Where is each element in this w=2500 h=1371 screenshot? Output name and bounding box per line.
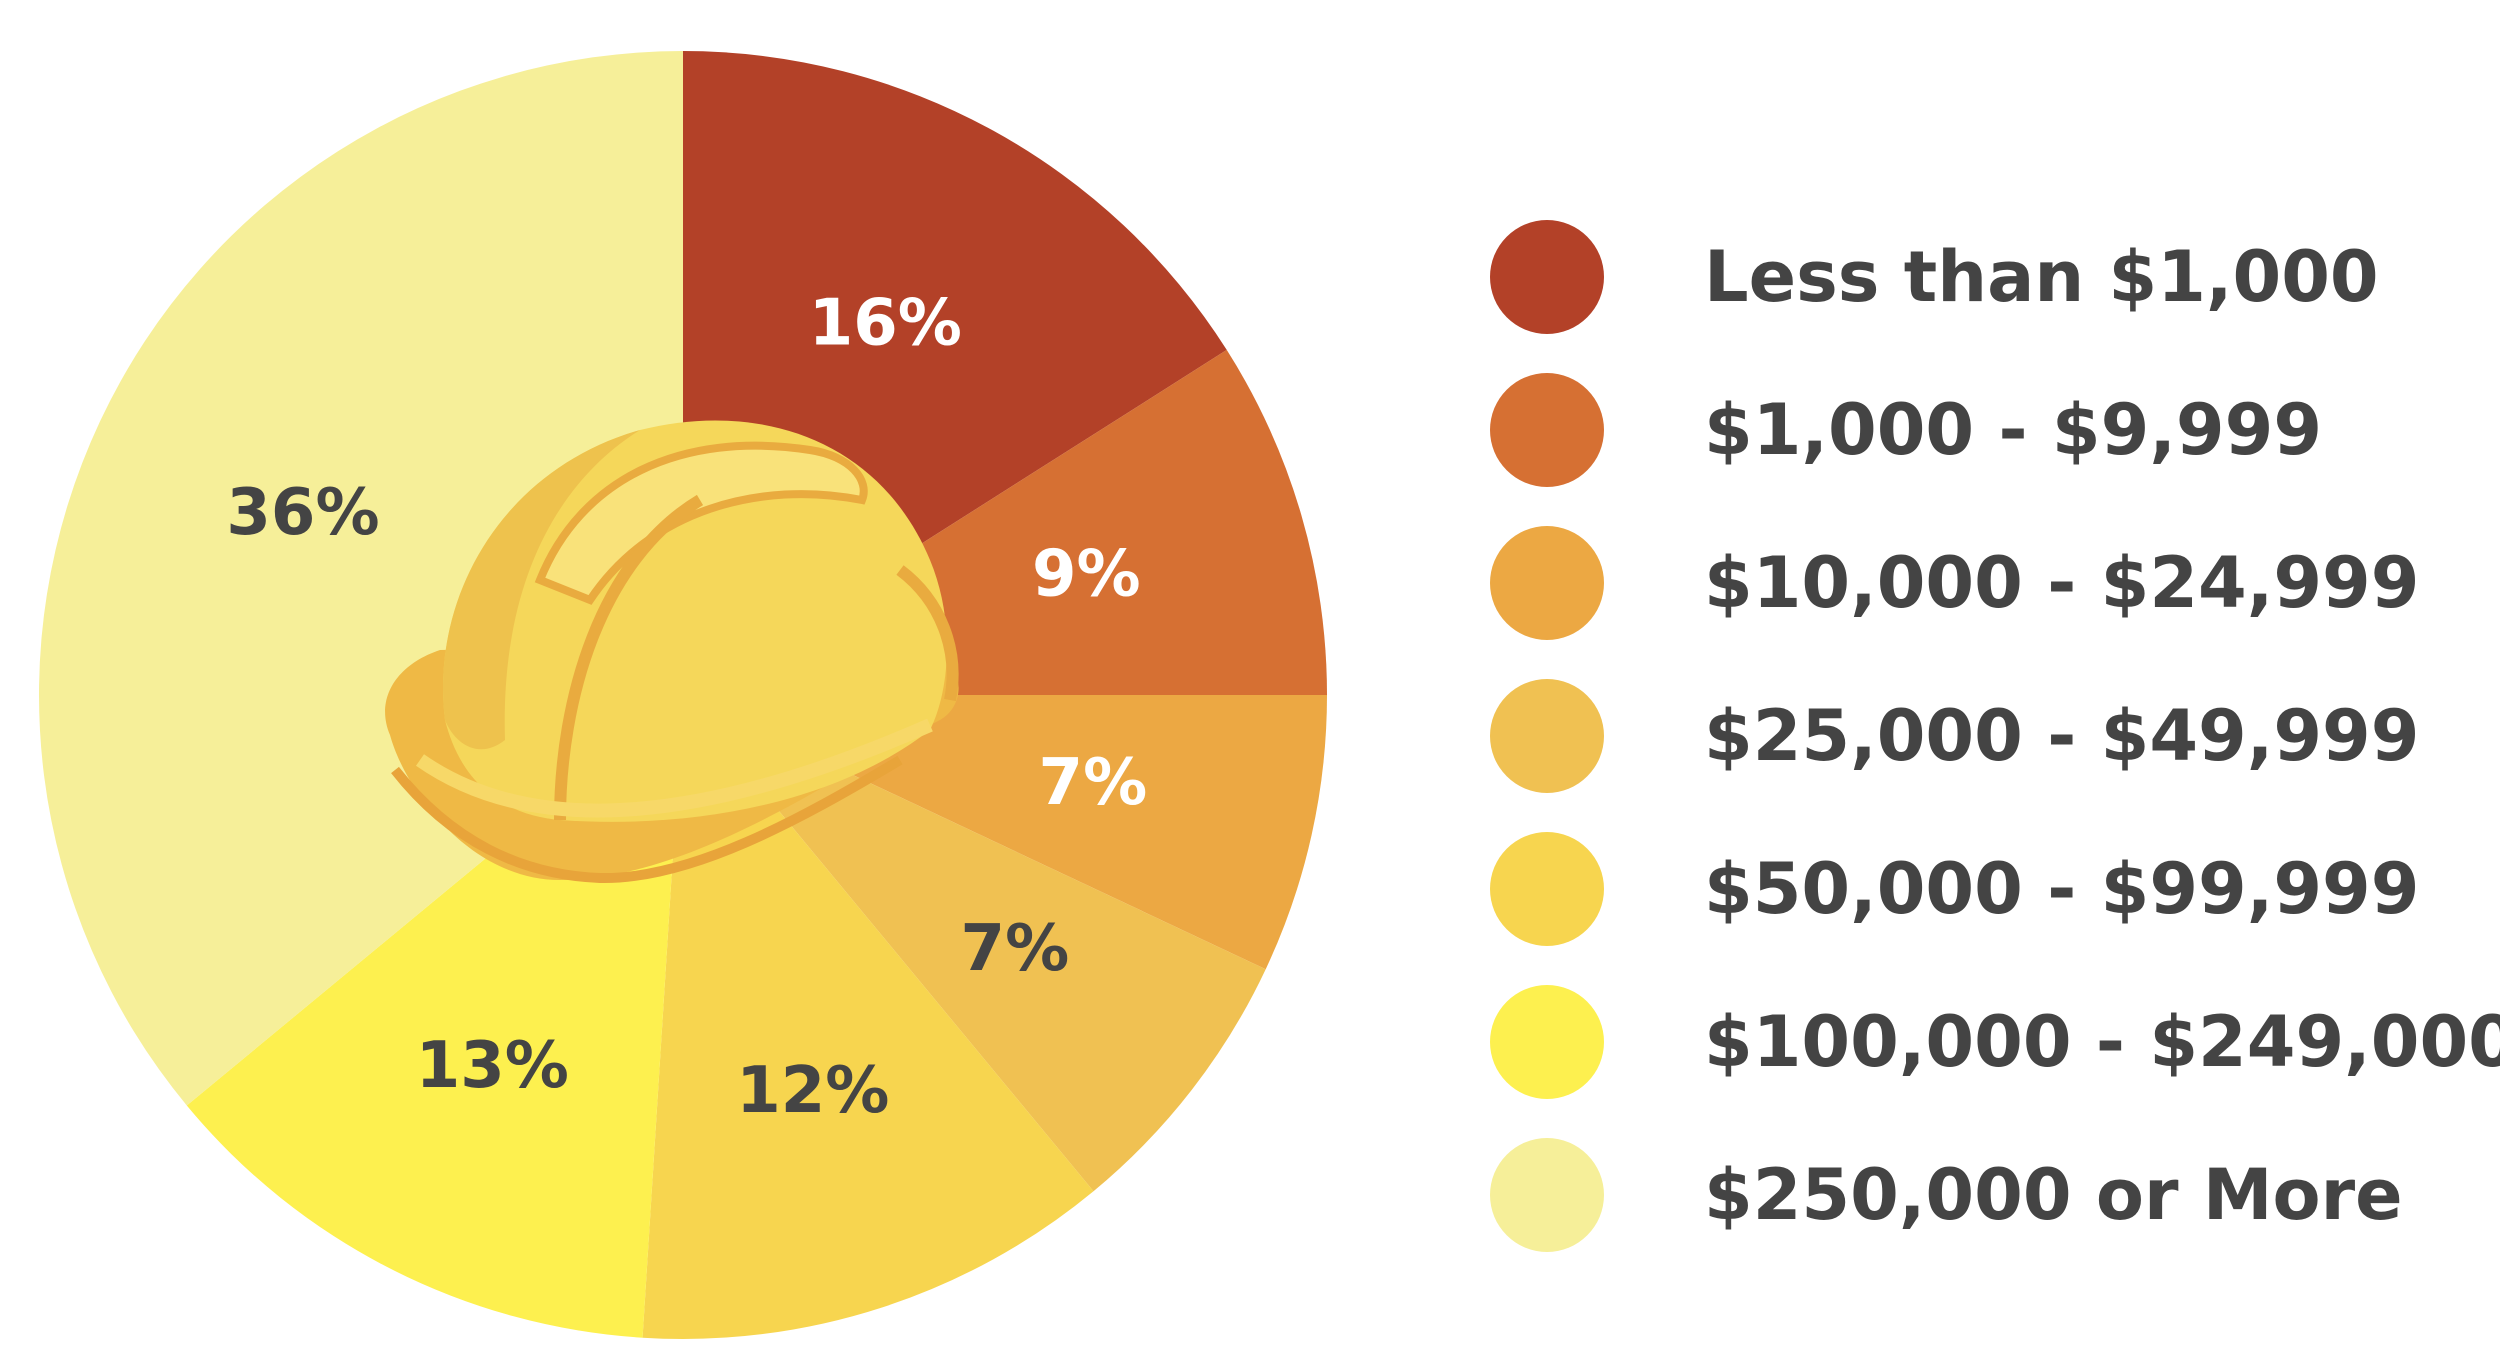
legend-item-1000-9999: $1,000 - $9,999 (1490, 353, 2470, 506)
legend-label: $100,000 - $249,000 (1704, 1000, 2500, 1083)
pie-slice-5 (642, 695, 1094, 1339)
legend-swatch (1490, 678, 1604, 793)
pie-slice-4 (683, 695, 1266, 1192)
legend-item-100000-249000: $100,000 - $249,000 (1490, 965, 2500, 1118)
legend-label: $25,000 - $49,999 (1704, 694, 2420, 777)
pie-value-label-7: 36% (226, 476, 379, 550)
legend-swatch (1490, 1137, 1604, 1252)
legend-label: $10,000 - $24,999 (1704, 541, 2420, 624)
pie-value-label-6: 13% (416, 1029, 569, 1103)
legend-swatch (1490, 984, 1604, 1099)
pie-labels: 16% 9% 7% 7% 12% 13% 36% (226, 287, 1147, 1128)
legend-swatch (1490, 219, 1604, 334)
legend-swatch (1490, 831, 1604, 946)
pie-slice-7 (38, 50, 683, 1106)
pie-value-label-4: 7% (961, 912, 1070, 986)
legend-label: $250,000 or More (1704, 1153, 2403, 1236)
legend-item-25000-49999: $25,000 - $49,999 (1490, 659, 2470, 812)
pie-value-label-1: 16% (809, 287, 962, 361)
hard-hat-icon (385, 420, 959, 884)
legend-label: $1,000 - $9,999 (1704, 388, 2323, 471)
legend-swatch (1490, 525, 1604, 640)
pie-value-label-5: 12% (736, 1054, 889, 1128)
legend-item-less-than-1000: Less than $1,000 (1490, 200, 2470, 353)
legend-item-50000-99999: $50,000 - $99,999 (1490, 812, 2470, 965)
legend-label: Less than $1,000 (1704, 235, 2379, 318)
legend-swatch (1490, 372, 1604, 487)
pie-chart-svg: 16% 9% 7% 7% 12% 13% 36% (38, 50, 1327, 1339)
legend: Less than $1,000 $1,000 - $9,999 $10,000… (1490, 200, 2500, 1271)
pie-value-label-2: 9% (1032, 537, 1141, 611)
legend-label: $50,000 - $99,999 (1704, 847, 2420, 930)
pie-value-label-3: 7% (1039, 746, 1148, 820)
legend-item-10000-24999: $10,000 - $24,999 (1490, 506, 2470, 659)
legend-item-250000-or-more: $250,000 or More (1490, 1118, 2470, 1271)
